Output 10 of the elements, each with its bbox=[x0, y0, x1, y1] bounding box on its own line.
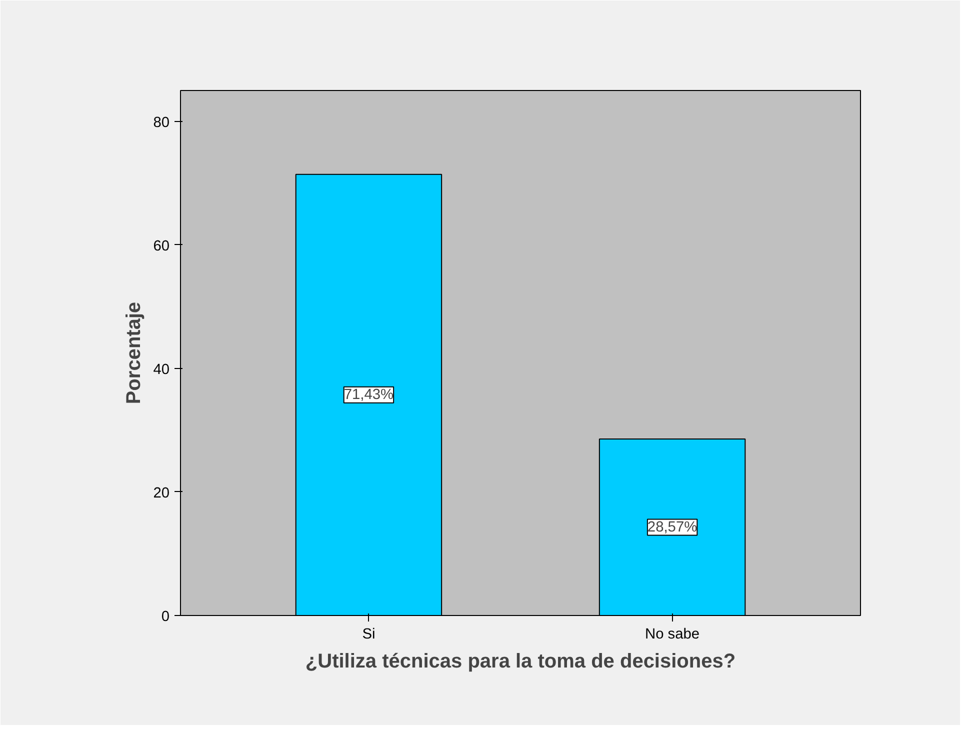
y-tick-label: 80 bbox=[153, 114, 170, 131]
y-tick-label: 40 bbox=[153, 362, 170, 378]
y-tick-label: 0 bbox=[161, 609, 170, 625]
data-label: 71,43% bbox=[344, 386, 394, 403]
x-tick-label: No sabe bbox=[644, 626, 700, 642]
y-axis-title: Porcentaje bbox=[123, 302, 146, 404]
x-tick-label: Si bbox=[362, 626, 376, 642]
y-tick-label: 20 bbox=[153, 485, 170, 502]
x-axis-title: ¿Utiliza técnicas para la toma de decisiones? bbox=[305, 650, 736, 672]
y-tick-label: 60 bbox=[153, 238, 170, 254]
